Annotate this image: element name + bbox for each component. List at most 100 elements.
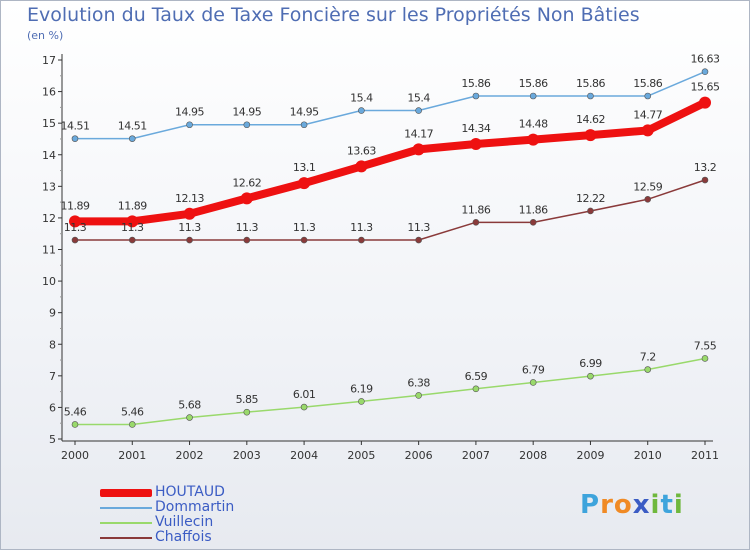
x-tick-label: 2005: [347, 449, 375, 462]
data-point-dommartin: [300, 121, 308, 129]
logo-letter: i: [650, 490, 661, 520]
data-label-vuillecin: 5.68: [178, 399, 201, 412]
x-tick-label: 2003: [233, 449, 261, 462]
x-tick-label: 2011: [691, 449, 719, 462]
data-label-vuillecin: 7.55: [694, 339, 717, 352]
data-label-vuillecin: 6.79: [522, 363, 545, 376]
data-point-houtaud: [69, 215, 81, 228]
data-point-chaffois: [300, 236, 308, 244]
y-tick-label: 17: [42, 54, 56, 67]
data-label-chaffois: 11.3: [236, 221, 259, 234]
data-label-chaffois: 11.3: [350, 221, 373, 234]
x-tick-label: 2007: [462, 449, 490, 462]
unit-label: (en %): [27, 29, 64, 42]
series-line-houtaud: [71, 98, 709, 226]
y-tick-label: 12: [42, 212, 56, 225]
logo-letter: i: [673, 490, 684, 520]
data-point-vuillecin: [587, 372, 594, 380]
data-point-houtaud: [298, 177, 311, 190]
data-point-dommartin: [243, 121, 251, 129]
data-point-vuillecin: [243, 408, 251, 416]
data-point-houtaud: [126, 215, 139, 228]
y-tick-label: 16: [42, 86, 56, 99]
data-point-chaffois: [186, 236, 193, 244]
data-label-vuillecin: 6.38: [407, 376, 430, 389]
data-point-chaffois: [71, 236, 79, 244]
data-label-houtaud: 11.89: [61, 199, 90, 212]
data-label-dommartin: 14.95: [232, 106, 261, 119]
data-label-vuillecin: 5.46: [64, 405, 87, 418]
data-point-dommartin: [71, 135, 79, 142]
data-point-vuillecin: [472, 385, 480, 393]
x-tick-label: 2010: [634, 449, 662, 462]
y-tick-label: 10: [42, 275, 56, 288]
data-label-chaffois: 11.3: [64, 221, 87, 234]
data-label-vuillecin: 5.46: [121, 405, 144, 418]
proxiti-logo: Proxiti: [580, 490, 684, 520]
data-label-chaffois: 13.2: [694, 161, 717, 174]
logo-letter: x: [632, 490, 651, 520]
y-tick-label: 6: [49, 401, 56, 414]
data-point-vuillecin: [128, 421, 136, 428]
data-label-chaffois: 12.59: [633, 180, 662, 193]
data-point-dommartin: [128, 135, 136, 142]
y-tick-label: 8: [49, 338, 56, 351]
x-tick-label: 2002: [176, 449, 204, 462]
legend-swatch-vuillecin: [100, 521, 152, 524]
data-point-chaffois: [644, 195, 652, 203]
data-label-vuillecin: 6.19: [350, 382, 373, 395]
y-tick-label: 15: [42, 117, 56, 130]
data-label-dommartin: 14.95: [290, 106, 319, 119]
y-tick-label: 9: [49, 307, 56, 320]
data-label-houtaud: 14.77: [633, 108, 662, 121]
data-label-dommartin: 15.4: [407, 92, 430, 105]
data-point-houtaud: [527, 133, 540, 146]
data-point-dommartin: [472, 92, 480, 100]
data-point-houtaud: [412, 143, 425, 156]
data-point-dommartin: [587, 92, 594, 100]
data-point-chaffois: [472, 219, 480, 226]
data-label-houtaud: 13.1: [293, 161, 316, 174]
x-tick-label: 2004: [290, 449, 318, 462]
data-label-chaffois: 11.86: [461, 203, 490, 216]
data-label-houtaud: 14.48: [519, 118, 548, 131]
data-point-vuillecin: [644, 366, 652, 373]
data-point-chaffois: [358, 236, 365, 244]
legend-swatch-houtaud: [100, 488, 152, 497]
data-point-houtaud: [183, 207, 196, 220]
data-point-houtaud: [240, 192, 253, 205]
data-label-vuillecin: 7.2: [640, 351, 656, 364]
data-label-houtaud: 12.13: [175, 192, 204, 205]
x-tick-label: 2001: [118, 449, 146, 462]
data-label-dommartin: 15.86: [633, 77, 662, 90]
legend-swatch-dommartin: [100, 506, 152, 509]
data-label-vuillecin: 6.01: [293, 388, 316, 401]
data-label-dommartin: 15.86: [519, 77, 548, 90]
logo-letter: t: [660, 490, 674, 520]
data-label-houtaud: 11.89: [118, 199, 147, 212]
data-point-vuillecin: [415, 392, 422, 399]
data-point-houtaud: [641, 124, 654, 137]
data-label-houtaud: 12.62: [232, 176, 261, 189]
legend-label-vuillecin: Vuillecin: [155, 514, 214, 530]
legend-label-houtaud: HOUTAUD: [155, 484, 225, 500]
data-point-chaffois: [701, 176, 709, 184]
data-label-vuillecin: 6.99: [579, 357, 602, 370]
data-label-chaffois: 11.3: [293, 221, 316, 234]
series-line-vuillecin: [74, 357, 706, 426]
data-label-houtaud: 14.17: [404, 127, 433, 140]
data-point-dommartin: [186, 121, 193, 129]
x-tick-label: 2008: [519, 449, 547, 462]
data-label-dommartin: 14.51: [61, 120, 90, 133]
data-point-houtaud: [699, 96, 711, 109]
data-label-dommartin: 15.86: [461, 77, 490, 90]
data-point-dommartin: [358, 107, 365, 114]
y-tick-label: 11: [42, 244, 56, 257]
data-point-vuillecin: [701, 355, 709, 362]
data-point-vuillecin: [358, 398, 365, 405]
data-point-vuillecin: [300, 403, 308, 411]
data-label-chaffois: 11.86: [519, 203, 548, 216]
data-label-vuillecin: 5.85: [236, 393, 259, 406]
data-label-houtaud: 15.65: [691, 81, 720, 94]
